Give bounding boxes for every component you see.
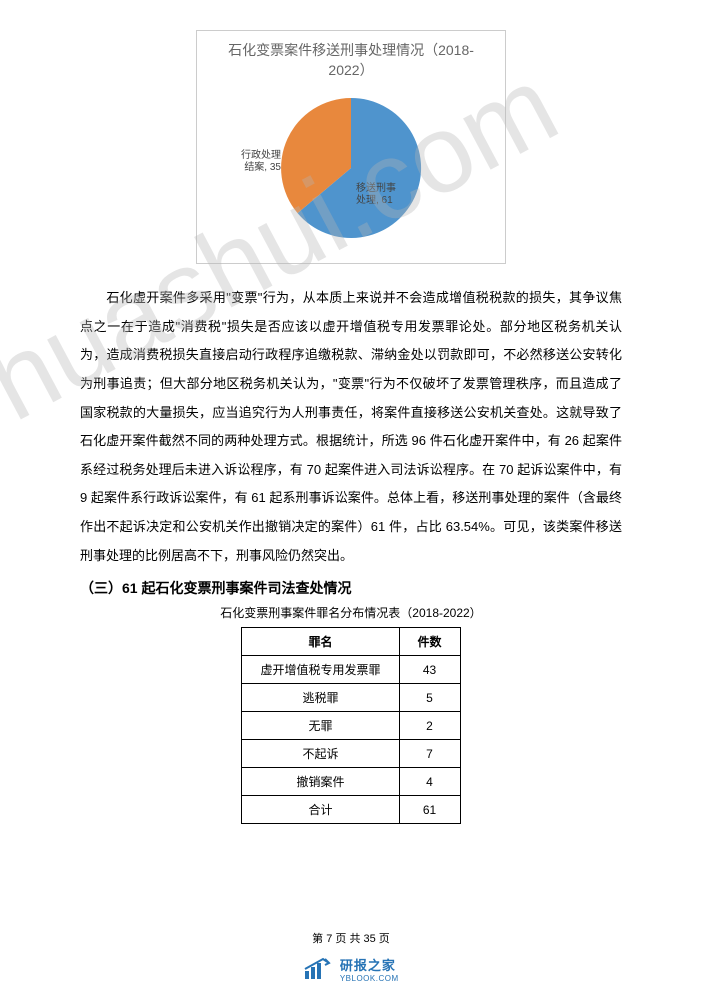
table-cell: 61 xyxy=(399,796,460,824)
table-body: 虚开增值税专用发票罪 43 逃税罪 5 无罪 2 不起诉 7 撤销案件 4 合计… xyxy=(242,656,460,824)
body-paragraph: 石化虚开案件多采用"变票"行为，从本质上来说并不会造成增值税税款的损失，其争议焦… xyxy=(80,284,622,570)
table-cell: 逃税罪 xyxy=(242,684,399,712)
crimes-table: 罪名 件数 虚开增值税专用发票罪 43 逃税罪 5 无罪 2 不起诉 7 撤销案 xyxy=(241,627,460,824)
table-header-name: 罪名 xyxy=(242,628,399,656)
table-caption: 石化变票刑事案件罪名分布情况表（2018-2022） xyxy=(80,604,622,621)
table-cell: 不起诉 xyxy=(242,740,399,768)
logo-icon xyxy=(303,957,331,981)
table-cell: 43 xyxy=(399,656,460,684)
table-cell: 2 xyxy=(399,712,460,740)
logo-footer: 研报之家 YBLOOK.COM xyxy=(0,955,702,983)
table-cell: 无罪 xyxy=(242,712,399,740)
table-row: 逃税罪 5 xyxy=(242,684,460,712)
table-row: 虚开增值税专用发票罪 43 xyxy=(242,656,460,684)
table-row: 合计 61 xyxy=(242,796,460,824)
table-cell: 合计 xyxy=(242,796,399,824)
table-row: 无罪 2 xyxy=(242,712,460,740)
section-heading: （三）61 起石化变票刑事案件司法查处情况 xyxy=(80,578,622,598)
table-row: 撤销案件 4 xyxy=(242,768,460,796)
page-footer: 第 7 页 共 35 页 xyxy=(0,930,702,946)
pie-label-criminal: 移送刑事处理, 61 xyxy=(356,183,396,207)
table-cell: 撤销案件 xyxy=(242,768,399,796)
chart-title: 石化变票案件移送刑事处理情况（2018-2022） xyxy=(212,41,490,80)
table-cell: 4 xyxy=(399,768,460,796)
logo-text-wrapper: 研报之家 YBLOOK.COM xyxy=(340,955,399,983)
table-header-count: 件数 xyxy=(399,628,460,656)
logo-text-main: 研报之家 xyxy=(340,955,399,974)
page-container: 石化变票案件移送刑事处理情况（2018-2022） 行政处理结案, 35 移送刑… xyxy=(0,0,702,844)
logo-text-sub: YBLOOK.COM xyxy=(340,974,399,983)
pie-svg xyxy=(271,88,431,248)
pie-chart: 行政处理结案, 35 移送刑事处理, 61 xyxy=(271,88,431,248)
table-cell: 5 xyxy=(399,684,460,712)
table-cell: 7 xyxy=(399,740,460,768)
table-row: 不起诉 7 xyxy=(242,740,460,768)
pie-chart-container: 石化变票案件移送刑事处理情况（2018-2022） 行政处理结案, 35 移送刑… xyxy=(196,30,506,264)
pie-label-admin: 行政处理结案, 35 xyxy=(241,150,281,174)
table-cell: 虚开增值税专用发票罪 xyxy=(242,656,399,684)
paragraph-text: 石化虚开案件多采用"变票"行为，从本质上来说并不会造成增值税税款的损失，其争议焦… xyxy=(80,290,622,562)
table-header-row: 罪名 件数 xyxy=(242,628,460,656)
